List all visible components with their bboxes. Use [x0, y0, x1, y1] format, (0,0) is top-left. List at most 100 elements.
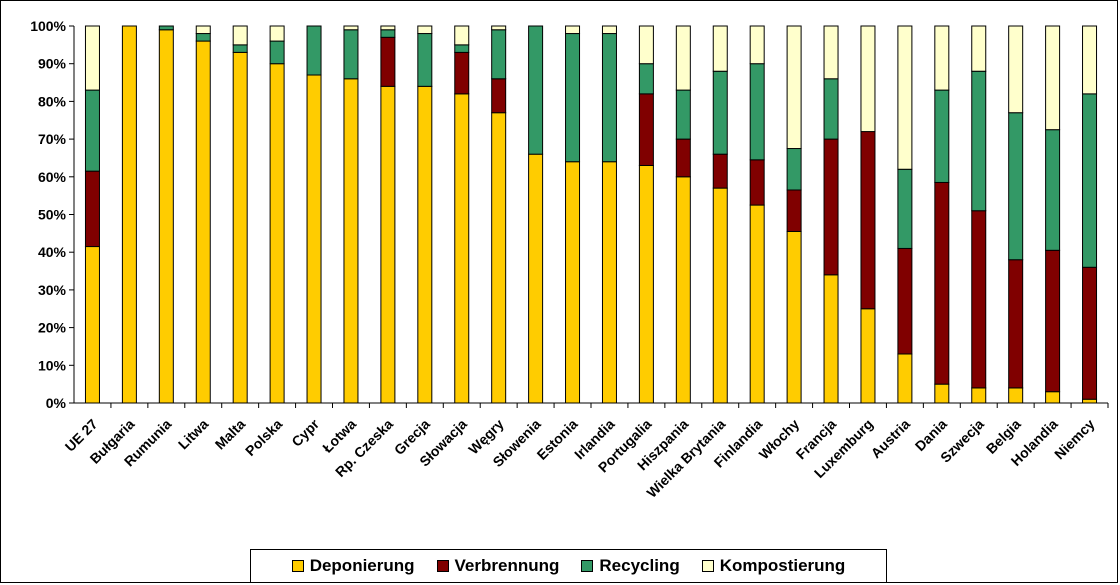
bar-segment-verbrennung [675, 138, 691, 178]
bar-segment-recycling [749, 63, 765, 161]
category-label: Niemcy [1051, 416, 1098, 463]
category-label: Cypr [288, 415, 322, 449]
bar-segment-verbrennung [638, 93, 654, 166]
bar-segment-kompostierung [638, 25, 654, 65]
bar-segment-deponierung [343, 78, 359, 404]
bar-segment-deponierung [121, 25, 137, 404]
bar-segment-recycling [454, 44, 470, 53]
bar-segment-kompostierung [786, 25, 802, 150]
bar-segment-recycling [712, 70, 728, 155]
bar-segment-verbrennung [786, 189, 802, 232]
bar-segment-kompostierung [269, 25, 285, 42]
bar-segment-deponierung [269, 63, 285, 404]
bar-segment-kompostierung [195, 25, 211, 35]
bar-segment-deponierung [565, 161, 581, 404]
y-tick-label: 60% [38, 169, 67, 185]
bar-segment-kompostierung [860, 25, 876, 133]
bar-segment-verbrennung [1008, 259, 1024, 389]
bar-segment-deponierung [1045, 391, 1061, 404]
bar-segment-recycling [1045, 129, 1061, 251]
bar-segment-kompostierung [380, 25, 396, 31]
bar-segment-recycling [897, 168, 913, 249]
bar-segment-verbrennung [860, 131, 876, 310]
legend-label: Verbrennung [454, 556, 560, 575]
bar-segment-kompostierung [343, 25, 359, 31]
category-label: Estonia [534, 416, 581, 463]
y-tick-label: 50% [38, 207, 67, 223]
bar-segment-recycling [491, 29, 507, 80]
bar-segment-recycling [195, 33, 211, 42]
legend-swatch [291, 560, 304, 572]
category-label: Włochy [756, 416, 803, 463]
bar-segment-verbrennung [1045, 249, 1061, 393]
bar-segment-recycling [565, 33, 581, 163]
bar-segment-deponierung [638, 164, 654, 404]
bar-segment-recycling [232, 44, 248, 53]
bar-segment-deponierung [195, 40, 211, 404]
legend-label: Recycling [599, 556, 680, 575]
bar-segment-kompostierung [491, 25, 507, 31]
bar-segment-recycling [269, 40, 285, 65]
bar-segment-deponierung [380, 85, 396, 404]
bar-segment-deponierung [417, 85, 433, 404]
bar-segment-kompostierung [1045, 25, 1061, 131]
bar-segment-deponierung [712, 187, 728, 404]
y-tick-label: 30% [38, 282, 67, 298]
bar-segment-deponierung [491, 112, 507, 404]
bar-segment-kompostierung [712, 25, 728, 72]
bar-segment-kompostierung [454, 25, 470, 46]
legend-swatch [701, 560, 714, 572]
bar-segment-recycling [638, 63, 654, 95]
bar-segment-verbrennung [971, 210, 987, 389]
bar-segment-kompostierung [823, 25, 839, 80]
legend-swatch [581, 560, 594, 572]
bar-segment-deponierung [232, 51, 248, 404]
bar-segment-verbrennung [84, 170, 100, 248]
bar-segment-deponierung [84, 246, 100, 404]
bar-segment-deponierung [860, 308, 876, 404]
y-tick-label: 70% [38, 131, 67, 147]
legend-item-verbrennung: Verbrennung [436, 556, 560, 576]
bar-segment-recycling [343, 29, 359, 80]
bar-segment-kompostierung [84, 25, 100, 91]
category-label: Austria [868, 416, 914, 462]
bar-segment-kompostierung [417, 25, 433, 35]
y-tick-label: 0% [46, 395, 67, 411]
category-label: Polska [242, 416, 285, 459]
bar-segment-kompostierung [749, 25, 765, 65]
legend-label: Kompostierung [719, 556, 846, 575]
legend-swatch [436, 560, 449, 572]
bar-segment-verbrennung [491, 78, 507, 114]
bar-segment-deponierung [1082, 398, 1098, 404]
bar-segment-recycling [1082, 93, 1098, 268]
bar-segment-kompostierung [675, 25, 691, 91]
y-tick-label: 100% [30, 18, 66, 34]
bar-segment-recycling [84, 89, 100, 172]
bar-segment-deponierung [306, 74, 322, 404]
bar-segment-kompostierung [897, 25, 913, 170]
bar-segment-recycling [786, 148, 802, 191]
legend-item-deponierung: Deponierung [291, 556, 415, 576]
bar-segment-deponierung [897, 353, 913, 404]
bar-segment-recycling [823, 78, 839, 140]
bar-segment-verbrennung [749, 159, 765, 206]
bar-segment-verbrennung [934, 181, 950, 385]
bar-segment-deponierung [934, 383, 950, 404]
bar-segment-verbrennung [897, 247, 913, 355]
bar-segment-kompostierung [1008, 25, 1024, 114]
bar-segment-kompostierung [232, 25, 248, 46]
bar-segment-recycling [675, 89, 691, 140]
bar-segment-deponierung [749, 204, 765, 404]
bar-segment-recycling [601, 33, 617, 163]
legend: Deponierung Verbrennung Recycling Kompostie… [250, 549, 887, 583]
category-label: Litwa [175, 416, 212, 453]
bar-segment-verbrennung [823, 138, 839, 276]
bar-segment-kompostierung [971, 25, 987, 72]
legend-item-recycling: Recycling [581, 556, 680, 576]
bar-segment-kompostierung [934, 25, 950, 91]
bar-segment-verbrennung [712, 153, 728, 189]
bar-segment-verbrennung [454, 51, 470, 95]
bar-segment-recycling [380, 29, 396, 38]
